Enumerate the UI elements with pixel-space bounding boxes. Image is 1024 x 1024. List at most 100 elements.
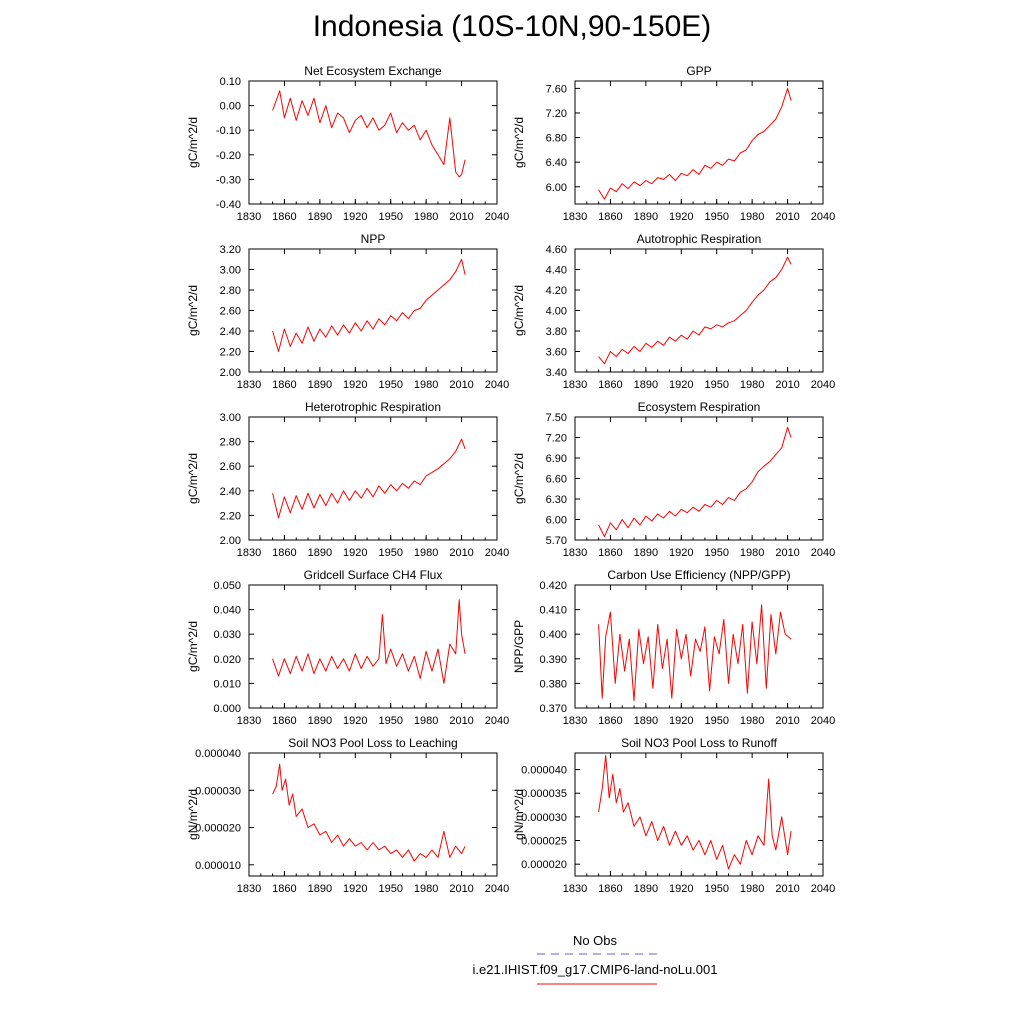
y-tick-label: 3.40 <box>546 367 567 379</box>
plot-frame <box>574 80 824 205</box>
x-tick-label: 1830 <box>563 715 587 727</box>
y-tick-label: -0.30 <box>216 174 241 186</box>
x-tick-label: 1980 <box>740 715 764 727</box>
x-tick-label: 1950 <box>704 547 728 559</box>
plot-frame <box>248 584 498 709</box>
x-tick-label: 1980 <box>414 211 438 223</box>
chart-panel-9: Soil NO3 Pool Loss to Runoff gN/m^2/d 1830… <box>512 736 835 895</box>
x-tick-label: 1950 <box>704 715 728 727</box>
x-tick-label: 2040 <box>811 715 835 727</box>
x-tick-label: 1920 <box>343 379 367 391</box>
y-tick-label: 2.20 <box>220 510 241 522</box>
x-tick-label: 2010 <box>775 211 799 223</box>
series-line <box>272 90 466 178</box>
x-tick-label: 1950 <box>378 547 402 559</box>
y-tick-label: 6.60 <box>546 474 567 486</box>
chart-title: GPP <box>686 64 711 78</box>
y-tick-label: 0.370 <box>539 703 567 715</box>
y-tick-label: 2.80 <box>220 285 241 297</box>
x-tick-label: 1950 <box>378 883 402 895</box>
y-tick-label: 0.420 <box>539 580 567 592</box>
y-tick-label: 0.400 <box>539 629 567 641</box>
y-tick-label: 6.80 <box>546 133 567 145</box>
x-tick-label: 1890 <box>634 211 658 223</box>
x-tick-label: 1830 <box>563 883 587 895</box>
y-tick-label: 0.000020 <box>521 859 567 871</box>
x-tick-label: 1950 <box>704 211 728 223</box>
y-tick-label: 0.10 <box>220 76 241 88</box>
y-axis-label: gN/m^2/d <box>512 789 526 840</box>
x-tick-label: 1890 <box>634 715 658 727</box>
y-tick-label: 0.000030 <box>521 812 567 824</box>
x-tick-label: 2010 <box>775 547 799 559</box>
series-line <box>598 426 792 538</box>
x-tick-label: 1860 <box>598 379 622 391</box>
y-tick-label: 6.30 <box>546 494 567 506</box>
x-tick-label: 1920 <box>669 883 693 895</box>
x-tick-label: 2040 <box>811 547 835 559</box>
x-tick-label: 1920 <box>669 211 693 223</box>
x-tick-label: 1860 <box>272 715 296 727</box>
x-tick-label: 2040 <box>485 211 509 223</box>
x-tick-label: 2040 <box>485 883 509 895</box>
x-tick-label: 1980 <box>740 883 764 895</box>
x-tick-label: 2010 <box>449 211 473 223</box>
chart-title: Net Ecosystem Exchange <box>304 64 442 78</box>
x-tick-label: 1860 <box>598 883 622 895</box>
x-tick-label: 1860 <box>598 211 622 223</box>
y-axis-label: NPP/GPP <box>512 620 526 673</box>
y-tick-label: 0.050 <box>213 580 241 592</box>
page-title: Indonesia (10S-10N,90-150E) <box>312 10 712 43</box>
y-tick-label: 3.00 <box>220 412 241 424</box>
x-tick-label: 1890 <box>308 211 332 223</box>
y-axis-label: gN/m^2/d <box>186 789 200 840</box>
chart-panel-6: Gridcell Surface CH4 Flux gC/m^2/d 1830 186… <box>186 568 509 727</box>
y-axis-label: gC/m^2/d <box>186 285 200 336</box>
series-line <box>598 87 792 200</box>
x-tick-label: 2010 <box>775 715 799 727</box>
y-tick-label: 2.60 <box>220 461 241 473</box>
y-tick-label: 2.40 <box>220 326 241 338</box>
legend-obs-label: No Obs <box>572 933 618 948</box>
y-tick-label: 3.60 <box>546 347 567 359</box>
y-tick-label: 0.000020 <box>195 823 241 835</box>
y-tick-label: 2.00 <box>220 535 241 547</box>
y-tick-label: 0.390 <box>539 654 567 666</box>
series-line <box>272 763 466 862</box>
y-tick-label: 0.000040 <box>195 748 241 760</box>
y-tick-label: 2.80 <box>220 437 241 449</box>
y-tick-label: 4.00 <box>546 306 567 318</box>
y-tick-label: 6.90 <box>546 453 567 465</box>
x-tick-label: 1860 <box>598 547 622 559</box>
y-axis-label: gC/m^2/d <box>186 621 200 672</box>
y-axis-label: gC/m^2/d <box>512 453 526 504</box>
x-tick-label: 1830 <box>237 379 261 391</box>
x-tick-label: 1920 <box>669 715 693 727</box>
y-tick-label: 0.020 <box>213 654 241 666</box>
x-tick-label: 2040 <box>485 715 509 727</box>
y-tick-label: 4.20 <box>546 285 567 297</box>
plot-frame <box>574 416 824 541</box>
x-tick-label: 2010 <box>775 883 799 895</box>
y-axis-label: gC/m^2/d <box>186 117 200 168</box>
x-tick-label: 1830 <box>237 547 261 559</box>
y-tick-label: 2.20 <box>220 347 241 359</box>
x-tick-label: 1890 <box>634 883 658 895</box>
plot-frame <box>248 248 498 373</box>
series-line <box>272 438 466 519</box>
x-tick-label: 1890 <box>308 715 332 727</box>
x-tick-label: 1830 <box>237 883 261 895</box>
y-tick-label: 0.000 <box>213 703 241 715</box>
y-tick-label: 7.60 <box>546 83 567 95</box>
y-axis-label: gC/m^2/d <box>512 285 526 336</box>
y-tick-label: -0.10 <box>216 125 241 137</box>
y-tick-label: 0.000040 <box>521 765 567 777</box>
y-tick-label: 0.000030 <box>195 785 241 797</box>
y-tick-label: 0.00 <box>220 101 241 113</box>
x-tick-label: 1950 <box>704 379 728 391</box>
x-tick-label: 1920 <box>343 547 367 559</box>
chart-panel-7: Carbon Use Efficiency (NPP/GPP) NPP/GPP 18… <box>512 568 835 727</box>
y-tick-label: -0.40 <box>216 199 241 211</box>
x-tick-label: 1860 <box>272 883 296 895</box>
